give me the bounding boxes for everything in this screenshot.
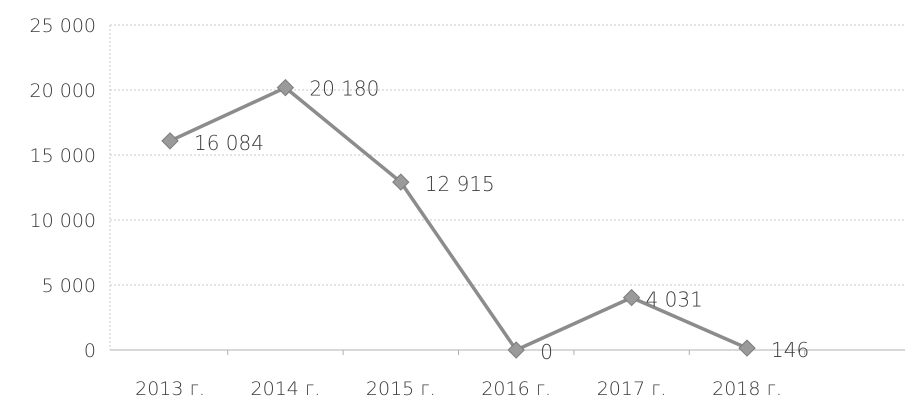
data-label: 12 915 [425, 172, 495, 196]
data-point-marker [622, 288, 641, 307]
x-tick-label: 2016 г. [481, 378, 551, 400]
data-labels: 16 084 20 180 12 915 0 4 031 146 [194, 77, 809, 364]
x-tick-label: 2014 г. [251, 378, 321, 400]
x-tick-label: 2013 г. [135, 378, 205, 400]
data-point-marker [507, 341, 525, 359]
y-axis: 0 5 000 10 000 15 000 20 000 25 000 [30, 15, 111, 362]
x-tick-label: 2017 г. [597, 378, 667, 400]
data-label: 146 [771, 338, 809, 362]
series-line [161, 78, 756, 359]
data-label: 20 180 [309, 77, 379, 101]
y-tick-label: 20 000 [30, 80, 96, 102]
y-tick-label: 10 000 [30, 210, 96, 232]
x-tick-label: 2015 г. [366, 378, 436, 400]
data-point-marker [161, 132, 179, 150]
data-point-marker [392, 173, 410, 191]
data-label: 4 031 [646, 288, 703, 312]
data-point-marker [276, 78, 295, 97]
y-tick-label: 5 000 [42, 275, 96, 297]
y-tick-label: 0 [84, 340, 96, 362]
data-label: 0 [540, 340, 553, 364]
gridlines [110, 24, 905, 351]
y-tick-label: 15 000 [30, 145, 96, 167]
y-tick-label: 25 000 [30, 15, 96, 37]
data-point-marker [738, 339, 756, 357]
data-label: 16 084 [194, 131, 264, 155]
series-path [169, 85, 748, 352]
x-tick-label: 2018 г. [712, 378, 782, 400]
